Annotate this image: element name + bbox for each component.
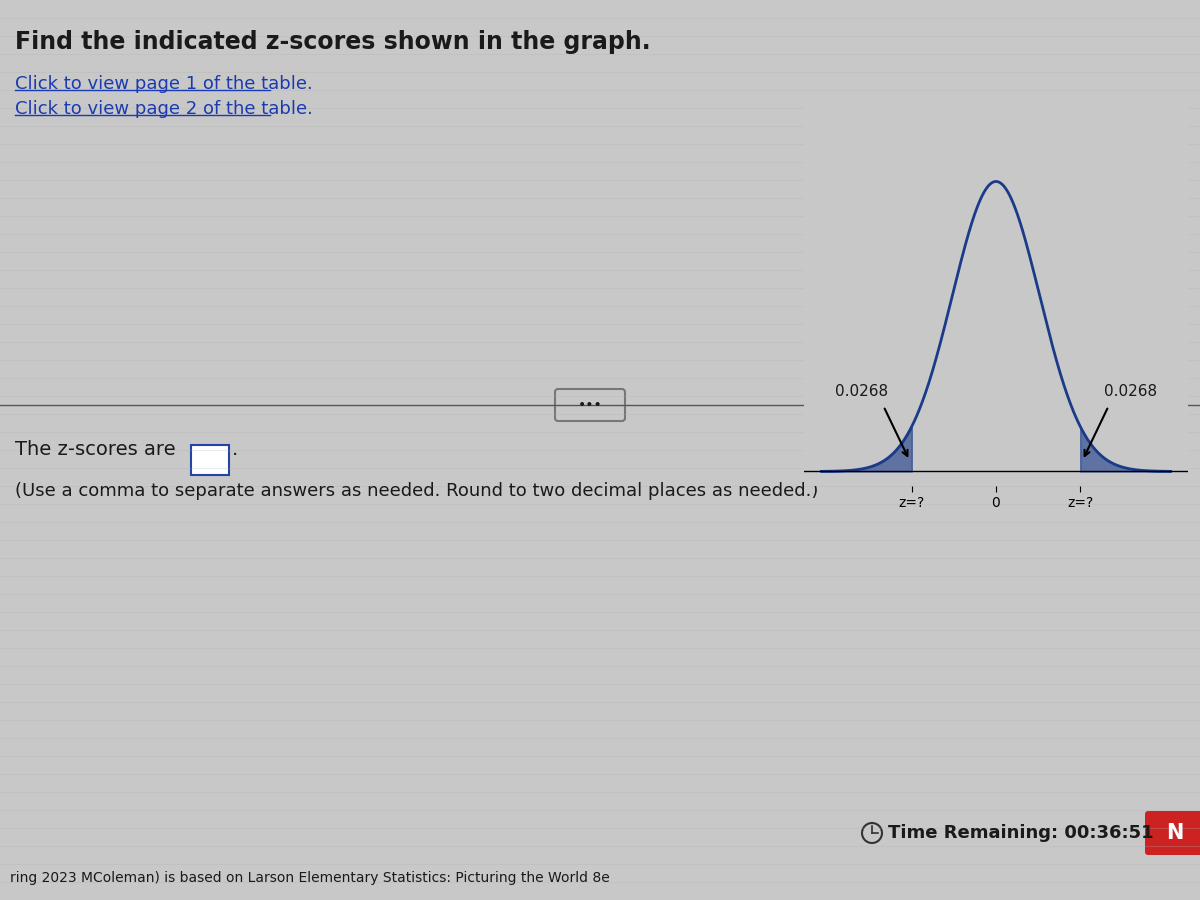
Text: •••: ••• bbox=[577, 398, 602, 412]
FancyBboxPatch shape bbox=[191, 445, 229, 475]
Text: Click to view page 1 of the table.: Click to view page 1 of the table. bbox=[14, 75, 313, 93]
Text: ring 2023 MColeman) is based on Larson Elementary Statistics: Picturing the Worl: ring 2023 MColeman) is based on Larson E… bbox=[10, 871, 610, 885]
Text: 0.0268: 0.0268 bbox=[1104, 383, 1157, 399]
Text: 0.0268: 0.0268 bbox=[835, 383, 888, 399]
Text: Find the indicated z-scores shown in the graph.: Find the indicated z-scores shown in the… bbox=[14, 30, 650, 54]
Text: N: N bbox=[1166, 823, 1183, 843]
FancyBboxPatch shape bbox=[1145, 811, 1200, 855]
Text: (Use a comma to separate answers as needed. Round to two decimal places as neede: (Use a comma to separate answers as need… bbox=[14, 482, 818, 500]
FancyBboxPatch shape bbox=[554, 389, 625, 421]
Text: Time Remaining: 00:36:51: Time Remaining: 00:36:51 bbox=[888, 824, 1153, 842]
Text: The z-scores are: The z-scores are bbox=[14, 440, 175, 459]
Text: .: . bbox=[232, 440, 239, 459]
Text: Click to view page 2 of the table.: Click to view page 2 of the table. bbox=[14, 100, 313, 118]
